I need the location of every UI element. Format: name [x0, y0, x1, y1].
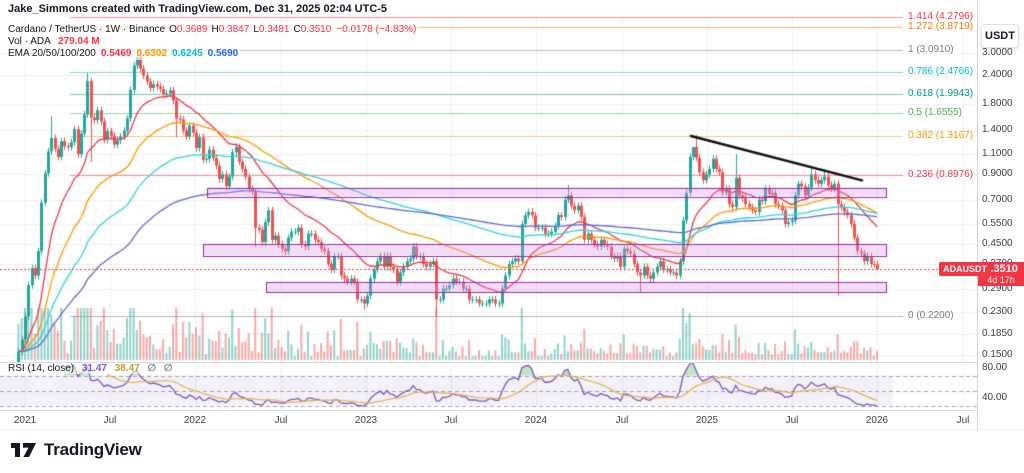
rsi-axis-label: 40.00	[982, 392, 1008, 403]
rsi-label: RSI (14, close)	[8, 363, 75, 374]
fib-level-label: 0 (0.2200)	[908, 310, 954, 322]
price-axis-label: 0.2900	[982, 282, 1013, 294]
pane-separator[interactable]	[0, 362, 1024, 363]
fib-level-label: 1.272 (3.8719)	[908, 21, 974, 33]
price-axis-label: 0.1850	[982, 327, 1013, 339]
ohlc-item: H0.3847	[211, 24, 250, 35]
price-axis-label: 0.9000	[982, 168, 1013, 180]
volume-label: Vol · ADA	[8, 36, 51, 47]
time-axis-label: Jul	[956, 415, 970, 426]
price-axis-label: 1.1000	[982, 148, 1013, 160]
time-axis-label: 2025	[695, 415, 719, 426]
rsi-legend-row[interactable]: RSI (14, close) 31.47 38.47 ∅ ∅	[8, 363, 173, 374]
fib-level-label: 1 (3.0910)	[908, 43, 954, 55]
time-axis-label: 2021	[13, 415, 37, 426]
widget-bottom-border	[0, 430, 1024, 431]
time-axis-label: 2026	[865, 415, 889, 426]
currency-toggle-button[interactable]: USDT	[981, 24, 1019, 48]
rsi-axis-label: 80.00	[982, 362, 1008, 373]
time-axis-separator	[0, 410, 1024, 411]
symbol-price-chip: ADAUSDT	[939, 262, 991, 277]
price-axis[interactable]: USDT 3.0000 2.4000 1.8000 1.4000 1.1000 0.900…	[977, 0, 1024, 430]
price-axis-label: 3.0000	[982, 47, 1013, 58]
price-axis-label: 0.2300	[982, 305, 1013, 317]
volume-legend-row[interactable]: Vol · ADA 279.04 M	[8, 36, 103, 48]
price-axis-label: 0.4500	[982, 238, 1013, 250]
ohlc-item: L0.3481	[253, 24, 290, 35]
ema-values: 0.5469 0.6302 0.6245 0.5690	[96, 48, 238, 59]
bar-countdown: 4d 17h	[987, 275, 1015, 286]
rsi-band-a-icon: ∅	[147, 363, 157, 374]
ohlc-item: C0.3510	[293, 24, 332, 35]
time-axis-label: Jul	[103, 415, 117, 426]
rsi-value: 31.47	[81, 363, 107, 374]
ohlc-values: O0.3689 H0.3847 L0.3481 C0.3510	[165, 24, 331, 35]
time-axis-label: 2024	[524, 415, 548, 426]
fib-level-label: 0.382 (1.3167)	[908, 130, 974, 141]
fib-level-label: 0.5 (1.6555)	[908, 106, 962, 118]
change-value: −0.0178 (−4.83%)	[336, 24, 417, 35]
time-axis-label: Jul	[615, 415, 629, 426]
ema-label: EMA 20/50/100/200	[8, 48, 96, 59]
fib-level-label: 0.236 (0.8976)	[908, 168, 974, 180]
price-axis-label: 1.4000	[982, 123, 1013, 135]
watermark-text: Jake_Simmons created with TradingView.co…	[8, 2, 392, 16]
price-axis-label: 2.4000	[982, 69, 1013, 81]
time-axis-label: 2022	[183, 415, 207, 426]
price-axis-label: 0.1500	[982, 348, 1013, 360]
footer-brand[interactable]: TradingView	[10, 440, 142, 460]
ema-value: 0.6302	[136, 48, 168, 59]
volume-value: 279.04 M	[58, 36, 100, 47]
fib-level-label: 0.786 (2.4766)	[908, 66, 974, 78]
rsi-ma-value: 38.47	[114, 363, 140, 374]
ohlc-item: O0.3689	[169, 24, 208, 35]
price-axis-label: 0.7000	[982, 193, 1013, 205]
ema-value: 0.6245	[172, 48, 203, 59]
price-axis-label: 0.5500	[982, 218, 1013, 229]
brand-name: TradingView	[44, 440, 142, 459]
time-axis-label: Jul	[274, 415, 288, 426]
ema-value: 0.5469	[100, 48, 132, 59]
ema-legend-row[interactable]: EMA 20/50/100/200 0.5469 0.6302 0.6245 0.569…	[8, 48, 242, 60]
symbol-title: Cardano / TetherUS · 1W · Binance	[8, 24, 166, 35]
fib-level-label: 1.414 (4.2796)	[908, 11, 974, 23]
time-axis-label: Jul	[444, 415, 458, 426]
symbol-legend-row[interactable]: Cardano / TetherUS · 1W · Binance O0.3689…	[8, 24, 420, 36]
time-axis-label: 2023	[354, 415, 378, 426]
fib-level-label: 0.618 (1.9943)	[908, 88, 974, 100]
ema-value: 0.5690	[207, 48, 239, 59]
tradingview-logo-icon	[11, 443, 36, 457]
last-price-value: 0.3510	[984, 263, 1018, 276]
price-axis-label: 1.8000	[982, 98, 1013, 110]
time-axis-label: Jul	[785, 415, 799, 426]
rsi-band-b-icon: ∅	[163, 363, 173, 374]
